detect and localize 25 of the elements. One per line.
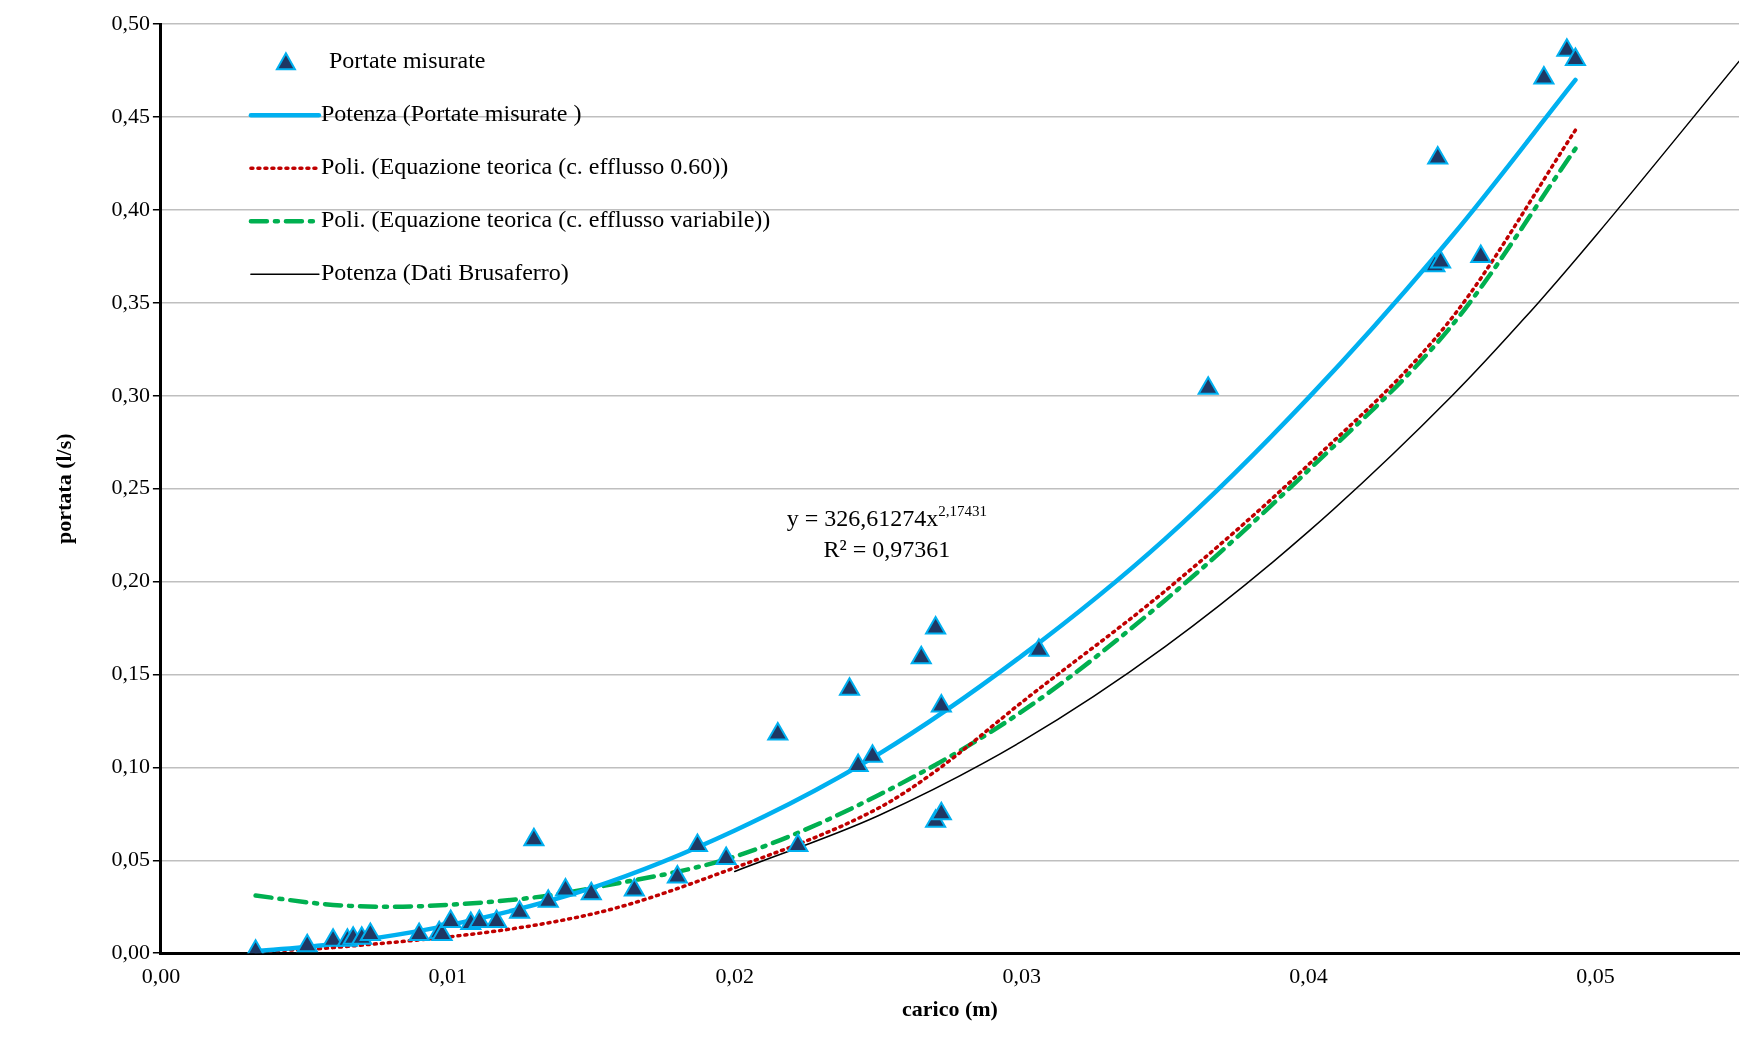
annotation: R² = 0,97361 <box>823 535 951 562</box>
y-tick-label: 0,25 <box>111 474 150 500</box>
x-axis-title: carico (m) <box>902 996 998 1022</box>
y-tick-label: 0,30 <box>111 381 150 407</box>
y-tick-label: 0,20 <box>111 567 150 593</box>
y-tick-label: 0,35 <box>111 288 150 314</box>
legend-label: Potenza (Dati Brusaferro) <box>320 259 569 286</box>
y-tick-label: 0,00 <box>111 938 150 964</box>
legend-label: Poli. (Equazione teorica (c. efflusso 0.60)) <box>320 153 729 180</box>
x-tick-label: 0,05 <box>1576 963 1615 989</box>
y-tick-label: 0,10 <box>111 753 150 779</box>
y-tick-label: 0,50 <box>111 9 150 35</box>
y-axis-title: portata (l/s) <box>50 433 76 544</box>
y-tick-label: 0,15 <box>111 660 150 686</box>
x-tick-label: 0,03 <box>1002 963 1041 989</box>
x-tick-label: 0,01 <box>428 963 468 989</box>
y-tick-label: 0,05 <box>111 846 150 872</box>
y-tick-label: 0,45 <box>111 102 150 128</box>
x-tick-label: 0,04 <box>1289 963 1328 989</box>
x-tick-label: 0,00 <box>141 963 181 989</box>
legend-label: Poli. (Equazione teorica (c. efflusso variabile)) <box>320 206 771 233</box>
y-tick-label: 0,40 <box>111 195 150 221</box>
x-tick-label: 0,02 <box>715 963 754 989</box>
legend-label: Potenza (Portate misurate ) <box>320 100 582 127</box>
legend-label: Portate misurate <box>328 47 486 74</box>
